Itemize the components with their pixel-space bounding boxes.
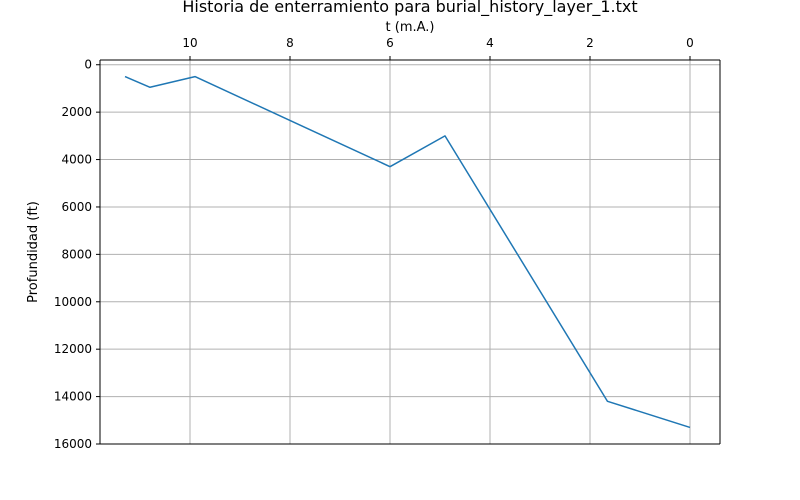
data-layer (124, 75, 691, 429)
grid-layer (100, 60, 720, 445)
y-tick-label: 4000 (61, 153, 92, 167)
y-tick-label: 16000 (54, 437, 92, 451)
x-tick-label: 2 (586, 36, 594, 50)
x-tick-label: 8 (286, 36, 294, 50)
x-tick-label: 6 (386, 36, 394, 50)
y-tick-label: 0 (84, 58, 92, 72)
x-tick-label: 4 (486, 36, 494, 50)
y-axis-title: Profundidad (ft) (26, 201, 41, 303)
y-tick-label: 6000 (61, 200, 92, 214)
y-tick-label: 2000 (61, 105, 92, 119)
x-axis-title: t (m.A.) (386, 20, 435, 35)
x-tick-label: 10 (182, 36, 197, 50)
y-tick-label: 14000 (54, 390, 92, 404)
y-tick-label: 12000 (54, 342, 92, 356)
series-line (124, 75, 691, 429)
axis-layer: 10 8 6 4 2 0 0 2000 4000 6000 8000 10000 12000 14000 1… (54, 36, 721, 451)
y-tick-label: 10000 (54, 295, 92, 309)
chart-title: Historia de enterramiento para burial_hi… (182, 0, 637, 17)
y-tick-label: 8000 (61, 247, 92, 261)
x-tick-label: 0 (686, 36, 694, 50)
